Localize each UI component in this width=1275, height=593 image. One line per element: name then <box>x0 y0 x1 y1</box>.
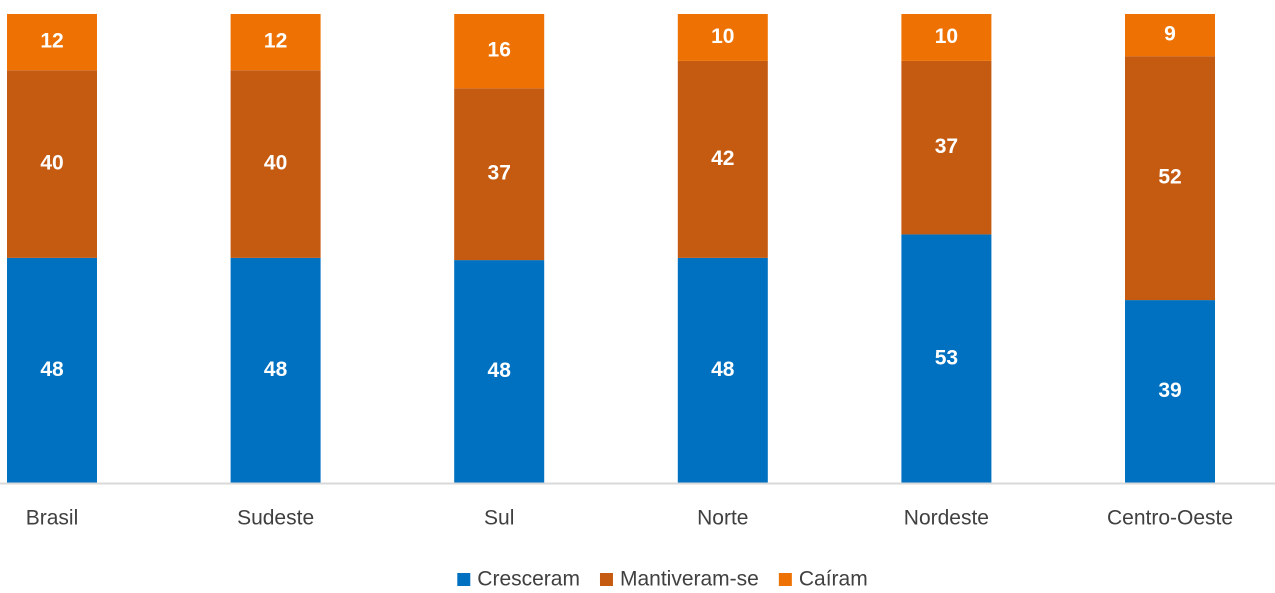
data-label: 48 <box>40 358 64 381</box>
bar-segment <box>7 70 97 258</box>
bar-segment <box>454 260 545 483</box>
data-label: 48 <box>264 358 288 381</box>
legend-swatch <box>599 573 613 586</box>
data-label: 37 <box>488 162 511 185</box>
bar-segment <box>7 257 97 483</box>
x-tick-label: Nordeste <box>904 507 989 530</box>
data-label: 12 <box>40 30 63 53</box>
data-label: 39 <box>1158 379 1181 402</box>
bar-segment <box>901 60 992 235</box>
bar-segment <box>901 234 992 483</box>
bar-segment <box>1125 56 1215 301</box>
x-tick-label: Sudeste <box>237 507 314 530</box>
legend-swatch <box>778 573 792 586</box>
x-tick-label: Norte <box>697 507 748 530</box>
bar-segment <box>230 257 321 483</box>
data-label: 48 <box>488 359 512 382</box>
data-label: 52 <box>1158 166 1181 189</box>
bar-segment <box>1125 14 1215 57</box>
legend-label: Mantiveram-se <box>620 568 759 591</box>
data-label: 12 <box>264 30 287 53</box>
bar-segment <box>901 14 992 61</box>
bar-segment <box>230 14 321 71</box>
bar-segment <box>1125 300 1215 483</box>
data-label: 16 <box>488 39 511 62</box>
bar-segment <box>454 88 545 261</box>
bar-segment <box>677 60 768 258</box>
bar-segment <box>7 14 97 71</box>
data-label: 42 <box>711 147 734 170</box>
bar-segment <box>454 14 545 89</box>
bar-segment <box>677 257 768 483</box>
legend-swatch <box>457 573 471 586</box>
legend-label: Caíram <box>799 568 868 591</box>
data-label: 48 <box>711 358 735 381</box>
bar-segment <box>230 70 321 258</box>
x-tick-label: Brasil <box>26 507 79 530</box>
data-label: 40 <box>40 152 63 175</box>
data-label: 37 <box>935 135 958 158</box>
data-label: 53 <box>935 346 958 369</box>
data-label: 9 <box>1164 23 1176 46</box>
legend-label: Cresceram <box>477 568 580 591</box>
bar-segment <box>677 14 768 61</box>
x-tick-label: Centro-Oeste <box>1107 507 1233 530</box>
data-label: 10 <box>935 25 958 48</box>
data-label: 10 <box>711 25 734 48</box>
x-tick-label: Sul <box>484 507 514 530</box>
data-label: 40 <box>264 152 287 175</box>
